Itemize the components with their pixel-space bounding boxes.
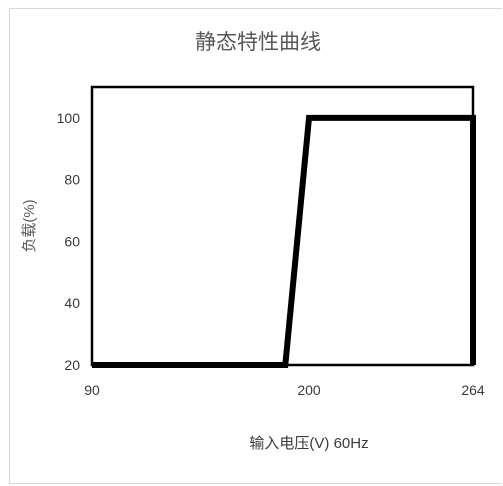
x-axis-ticks: 90 200 264 xyxy=(84,382,485,398)
x-tick-label: 200 xyxy=(297,382,321,398)
x-tick-label: 264 xyxy=(461,382,485,398)
plot-area-frame xyxy=(90,85,475,367)
y-axis-ticks: 20 40 60 80 100 xyxy=(57,110,81,373)
x-axis-label: 输入电压(V) 60Hz xyxy=(249,435,368,452)
y-tick-label: 100 xyxy=(57,110,81,126)
y-axis-label: 负载(%) xyxy=(21,199,38,252)
y-tick-label: 40 xyxy=(64,295,80,311)
chart-title: 静态特性曲线 xyxy=(195,31,321,54)
x-tick-label: 90 xyxy=(84,382,100,398)
series-line xyxy=(92,114,476,368)
y-tick-label: 80 xyxy=(64,172,80,188)
series-group xyxy=(92,114,476,368)
y-tick-label: 60 xyxy=(64,233,80,249)
y-tick-label: 20 xyxy=(64,357,80,373)
